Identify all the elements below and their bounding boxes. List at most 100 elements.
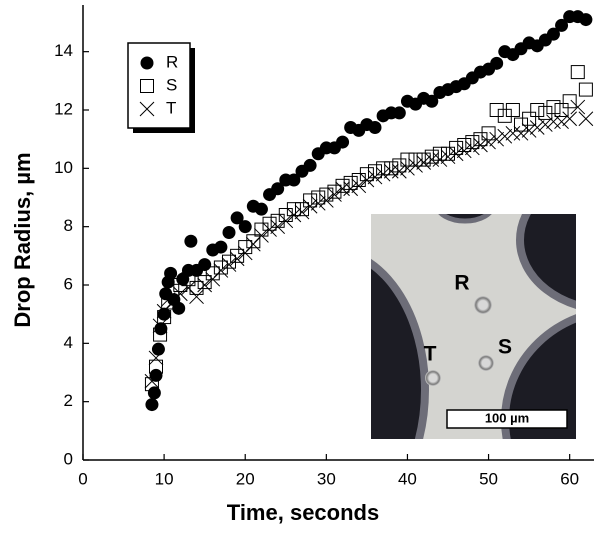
point: [184, 234, 198, 248]
point: [149, 368, 163, 382]
point: [294, 204, 310, 220]
point: [161, 295, 176, 310]
point: [152, 318, 168, 334]
point: [562, 111, 578, 127]
point: [145, 398, 159, 412]
point: [335, 181, 350, 197]
point: [164, 266, 178, 280]
point: [254, 228, 269, 243]
y-tick-label: 10: [54, 158, 73, 177]
point: [144, 377, 159, 392]
x-tick-label: 30: [317, 469, 336, 488]
inset-label: T: [424, 343, 437, 366]
y-tick-label: 6: [64, 274, 73, 293]
point: [198, 258, 212, 272]
point: [497, 108, 512, 123]
point: [262, 222, 277, 237]
point: [165, 283, 180, 298]
point: [173, 278, 188, 292]
point: [416, 152, 431, 167]
point: [197, 275, 212, 290]
legend-label: S: [166, 75, 177, 94]
point: [424, 149, 439, 164]
point: [222, 254, 236, 269]
point: [538, 105, 553, 120]
point: [197, 277, 213, 293]
legend-label: R: [166, 52, 178, 71]
point: [546, 100, 561, 115]
point: [154, 322, 168, 336]
x-tick-label: 40: [398, 469, 417, 488]
point: [562, 94, 577, 109]
point: [254, 202, 268, 216]
point: [464, 140, 480, 156]
legend: [127, 42, 191, 129]
point: [287, 173, 301, 187]
point: [213, 263, 229, 278]
legend-marker: [139, 101, 155, 117]
point: [391, 163, 407, 179]
point: [570, 99, 586, 115]
point: [416, 155, 432, 170]
point: [490, 56, 504, 70]
point: [375, 166, 391, 182]
point: [448, 146, 464, 162]
point: [440, 149, 456, 165]
point: [160, 292, 176, 307]
point: [368, 121, 382, 134]
point: [383, 163, 399, 179]
point: [456, 143, 472, 159]
legend-marker: [140, 56, 154, 70]
point: [157, 307, 171, 321]
point: [384, 161, 399, 176]
point: [481, 134, 496, 150]
point: [295, 202, 309, 217]
point: [286, 207, 302, 223]
point: [514, 117, 528, 132]
point: [424, 152, 440, 167]
point: [522, 111, 537, 126]
point: [278, 213, 294, 229]
point: [579, 13, 593, 27]
point: [327, 184, 342, 199]
point: [481, 126, 496, 141]
point: [335, 178, 350, 193]
inset-label: R: [454, 272, 469, 295]
point: [271, 182, 285, 196]
point: [497, 128, 513, 144]
point: [529, 120, 545, 135]
point: [172, 286, 188, 302]
point: [425, 94, 439, 108]
legend-label: T: [166, 98, 176, 117]
x-tick-label: 0: [78, 469, 87, 488]
point: [230, 211, 244, 225]
point: [343, 181, 359, 197]
point: [327, 187, 342, 202]
point: [555, 18, 569, 32]
x-tick-label: 60: [560, 469, 579, 488]
point: [351, 178, 367, 194]
point: [238, 220, 252, 234]
x-tick-label: 50: [479, 469, 498, 488]
point: [441, 146, 455, 161]
y-tick-label: 8: [64, 216, 73, 235]
point: [408, 158, 423, 173]
point: [530, 103, 545, 117]
point: [554, 103, 569, 117]
point: [230, 248, 245, 263]
point: [554, 114, 569, 130]
point: [489, 131, 505, 147]
point: [278, 208, 293, 222]
legend-marker: [140, 79, 154, 93]
point: [367, 169, 383, 185]
point: [570, 65, 585, 80]
point: [302, 198, 318, 214]
point: [254, 222, 269, 237]
point: [546, 114, 561, 130]
point: [149, 359, 163, 374]
point: [489, 103, 504, 117]
point: [392, 106, 406, 120]
point: [229, 251, 245, 267]
point: [359, 172, 375, 188]
x-tick-label: 10: [155, 469, 174, 488]
